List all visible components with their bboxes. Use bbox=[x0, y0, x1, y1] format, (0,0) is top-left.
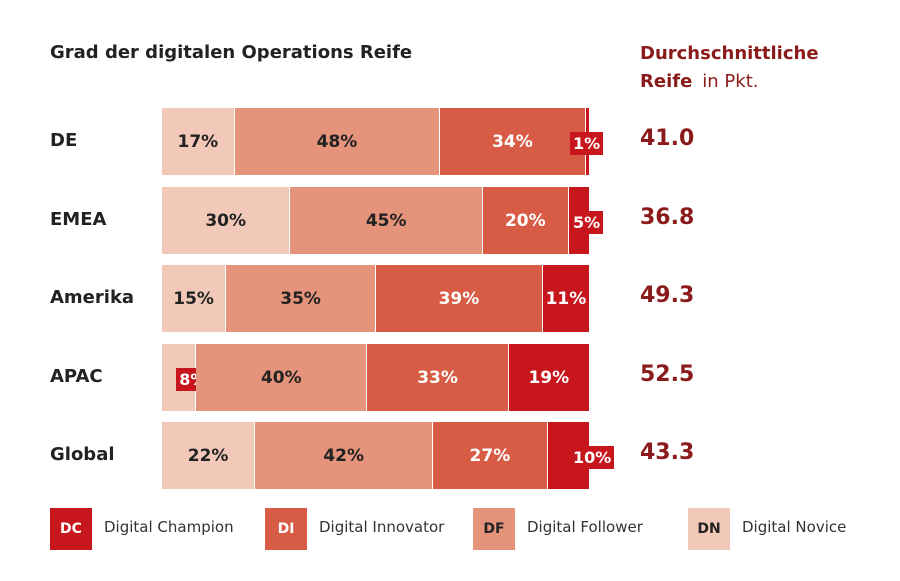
data-label: 35% bbox=[280, 288, 321, 309]
bar-segment: 35% bbox=[226, 265, 376, 332]
data-label: 48% bbox=[316, 131, 358, 152]
bar-segment: 19% bbox=[508, 344, 590, 411]
bar-segment: 17% bbox=[162, 108, 235, 175]
legend-label: Digital Champion bbox=[104, 518, 234, 536]
bar-segment: 39% bbox=[376, 265, 543, 332]
legend-label: Digital Innovator bbox=[319, 518, 445, 536]
legend-swatch: DN bbox=[688, 508, 730, 550]
data-label: 19% bbox=[528, 367, 570, 388]
data-label: 10% bbox=[570, 446, 615, 469]
data-label: 17% bbox=[177, 131, 219, 152]
legend-swatch: DF bbox=[473, 508, 515, 550]
chart-title: Grad der digitalen Operations Reife bbox=[50, 42, 413, 63]
data-label: 22% bbox=[187, 445, 229, 466]
data-label: 42% bbox=[323, 445, 365, 466]
data-label: 11% bbox=[545, 288, 587, 309]
bar-segment: 20% bbox=[483, 187, 569, 254]
average-column-title: Durchschnittliche Reife in Pkt. bbox=[640, 40, 840, 96]
bar-segment: 27% bbox=[433, 422, 548, 489]
category-label: EMEA bbox=[50, 209, 107, 230]
legend-swatch: DC bbox=[50, 508, 92, 550]
category-label: Amerika bbox=[50, 287, 135, 308]
bar-segment: 30% bbox=[162, 187, 291, 254]
bar-segment: 48% bbox=[234, 108, 441, 175]
category-label: APAC bbox=[50, 366, 103, 387]
category-label: Global bbox=[50, 444, 115, 465]
average-title: Durchschnittliche Reife bbox=[640, 43, 819, 92]
average-value: 36.8 bbox=[640, 205, 695, 230]
average-value: 49.3 bbox=[640, 283, 695, 308]
bar-segment: 42% bbox=[255, 422, 434, 489]
data-label: 30% bbox=[205, 210, 247, 231]
data-label: 15% bbox=[173, 288, 214, 309]
bar-segment: 11% bbox=[542, 265, 590, 332]
data-label: 39% bbox=[438, 288, 480, 309]
bar-segment: 34% bbox=[440, 108, 586, 175]
data-label: 33% bbox=[417, 367, 458, 388]
data-label: 40% bbox=[260, 367, 302, 388]
bar-segment: 45% bbox=[290, 187, 483, 254]
legend-label: Digital Follower bbox=[527, 518, 643, 536]
data-label: 45% bbox=[365, 210, 407, 231]
data-label: 1% bbox=[570, 132, 604, 155]
average-unit: in Pkt. bbox=[702, 71, 759, 92]
legend-swatch: DI bbox=[265, 508, 307, 550]
data-label: 5% bbox=[570, 211, 604, 234]
average-value: 52.5 bbox=[640, 362, 695, 387]
bar-segment: 40% bbox=[196, 344, 368, 411]
average-value: 43.3 bbox=[640, 440, 695, 465]
bar-segment: 22% bbox=[162, 422, 256, 489]
category-label: DE bbox=[50, 130, 78, 151]
average-value: 41.0 bbox=[640, 126, 695, 151]
data-label: 20% bbox=[504, 210, 546, 231]
bar-segment: 15% bbox=[162, 265, 227, 332]
data-label: 27% bbox=[469, 445, 511, 466]
data-label: 34% bbox=[492, 131, 533, 152]
legend-label: Digital Novice bbox=[742, 518, 847, 536]
bar-segment: 33% bbox=[367, 344, 509, 411]
